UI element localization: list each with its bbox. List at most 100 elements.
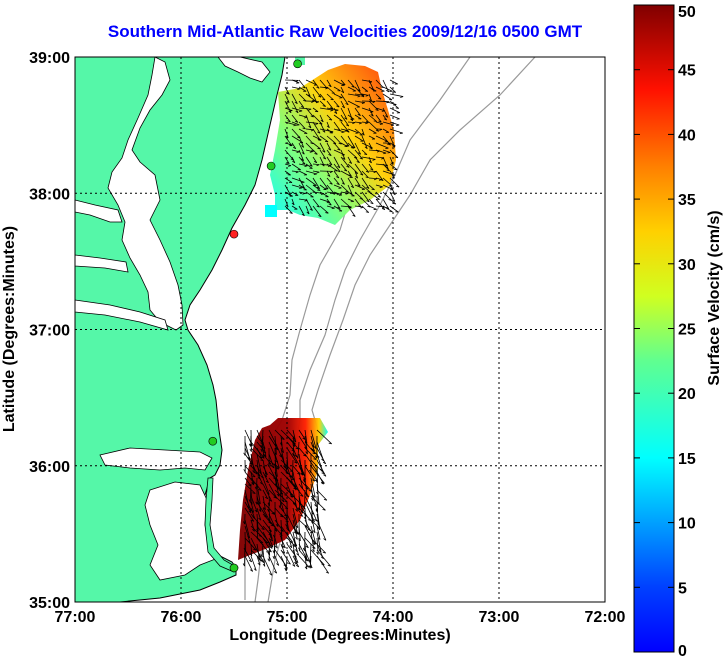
x-tick-label: 77:00 (55, 609, 96, 626)
velocity-arrow (316, 429, 332, 445)
station-marker (293, 59, 302, 69)
velocity-arrowhead (359, 134, 363, 136)
velocity-arrowhead (400, 96, 404, 98)
velocity-arrowhead (369, 147, 373, 150)
velocity-arrow (274, 429, 285, 440)
velocity-arrowhead (325, 212, 329, 214)
velocity-arrow (361, 128, 365, 136)
velocity-arrowhead (387, 142, 391, 145)
velocity-arrowhead (331, 92, 335, 94)
velocity-arrow (250, 507, 256, 519)
velocity-arrow (291, 79, 300, 84)
velocity-arrowhead (252, 492, 256, 494)
velocity-arrowhead (372, 159, 376, 161)
velocity-arrowhead (322, 150, 326, 153)
velocity-arrowhead (254, 509, 258, 513)
velocity-arrow (298, 555, 310, 568)
velocity-arrow (250, 495, 258, 513)
velocity-arrow (274, 459, 278, 477)
velocity-arrowhead (284, 500, 288, 503)
velocity-arrow (368, 121, 380, 132)
velocity-arrowhead (364, 146, 368, 150)
velocity-arrow (354, 107, 361, 116)
velocity-arrowhead (295, 536, 298, 540)
velocity-arrowhead (368, 160, 372, 164)
velocity-arrow (316, 489, 328, 501)
velocity-arrow (361, 121, 369, 124)
velocity-arrow (310, 441, 315, 452)
velocity-arrowhead (378, 179, 383, 181)
velocity-arrow (298, 107, 312, 110)
colorbar-tick-label: 45 (678, 63, 696, 80)
velocity-arrowhead (328, 84, 332, 88)
velocity-arrowhead (243, 452, 246, 456)
velocity-arrow (280, 501, 285, 512)
velocity-arrow (340, 191, 349, 194)
velocity-arrow (326, 135, 337, 144)
velocity-arrow (361, 135, 368, 149)
velocity-arrowhead (276, 465, 280, 469)
velocity-arrow (340, 184, 349, 193)
velocity-arrow (250, 555, 257, 571)
velocity-arrow (304, 549, 313, 569)
velocity-arrowhead (252, 470, 255, 474)
velocity-arrow (354, 170, 359, 179)
velocity-arrowhead (270, 524, 274, 527)
velocity-arrow (326, 107, 339, 111)
velocity-arrowhead (350, 185, 354, 189)
velocity-arrow (319, 205, 329, 214)
velocity-arrowhead (322, 98, 326, 101)
velocity-arrowhead (279, 455, 283, 458)
velocity-arrowhead (247, 457, 251, 460)
velocity-arrow (268, 531, 274, 542)
velocity-arrowhead (314, 153, 318, 155)
velocity-arrow (250, 549, 263, 562)
velocity-arrow (375, 184, 383, 188)
colorbar-tick-label: 5 (678, 580, 687, 597)
colorbar-tick-label: 15 (678, 451, 696, 468)
velocity-arrow (375, 149, 387, 154)
velocity-arrowhead (258, 517, 262, 521)
velocity-arrow (298, 495, 304, 514)
velocity-arrowhead (284, 568, 287, 572)
albemarle-sound (99, 447, 213, 471)
velocity-arrowhead (304, 566, 308, 570)
velocity-arrow (333, 121, 341, 131)
velocity-arrow (382, 93, 393, 101)
velocity-arrow (368, 86, 377, 92)
velocity-arrowhead (293, 124, 297, 127)
velocity-arrow (268, 459, 280, 470)
velocity-arrowhead (320, 119, 324, 123)
velocity-arrow (361, 86, 369, 92)
velocity-arrow (286, 537, 296, 547)
colorbar-tick-label: 0 (678, 643, 687, 659)
velocity-arrow (286, 549, 296, 567)
velocity-arrowhead (293, 439, 297, 443)
velocity-arrow (326, 170, 331, 177)
velocity-arrow (291, 156, 296, 163)
velocity-arrowhead (341, 105, 345, 109)
y-tick-labels: 39:00 38:00 37:00 36:00 35:00 (29, 50, 70, 612)
velocity-arrow (298, 549, 309, 562)
velocity-arrow (262, 555, 273, 576)
velocity-arrowhead (373, 120, 377, 122)
velocity-arrow (361, 205, 370, 213)
x-tick-label: 76:00 (161, 609, 202, 626)
velocity-arrowhead (385, 206, 389, 210)
velocity-arrowhead (322, 461, 326, 465)
radar-stations (208, 59, 302, 573)
velocity-arrowhead (275, 524, 279, 527)
velocity-arrow (291, 177, 305, 183)
velocity-arrow (316, 459, 327, 477)
colorbar-tick-label: 30 (678, 257, 696, 274)
velocity-arrowhead (253, 568, 257, 571)
colorbar-tick-label: 20 (678, 386, 696, 403)
velocity-arrow (291, 184, 303, 189)
velocity-arrowhead (370, 202, 374, 205)
velocity-arrow (305, 121, 319, 124)
velocity-arrow (316, 519, 327, 541)
velocity-arrowhead (260, 448, 263, 452)
velocity-arrow (304, 555, 308, 570)
velocity-arrowhead (390, 162, 394, 165)
velocity-arrow (298, 205, 305, 217)
